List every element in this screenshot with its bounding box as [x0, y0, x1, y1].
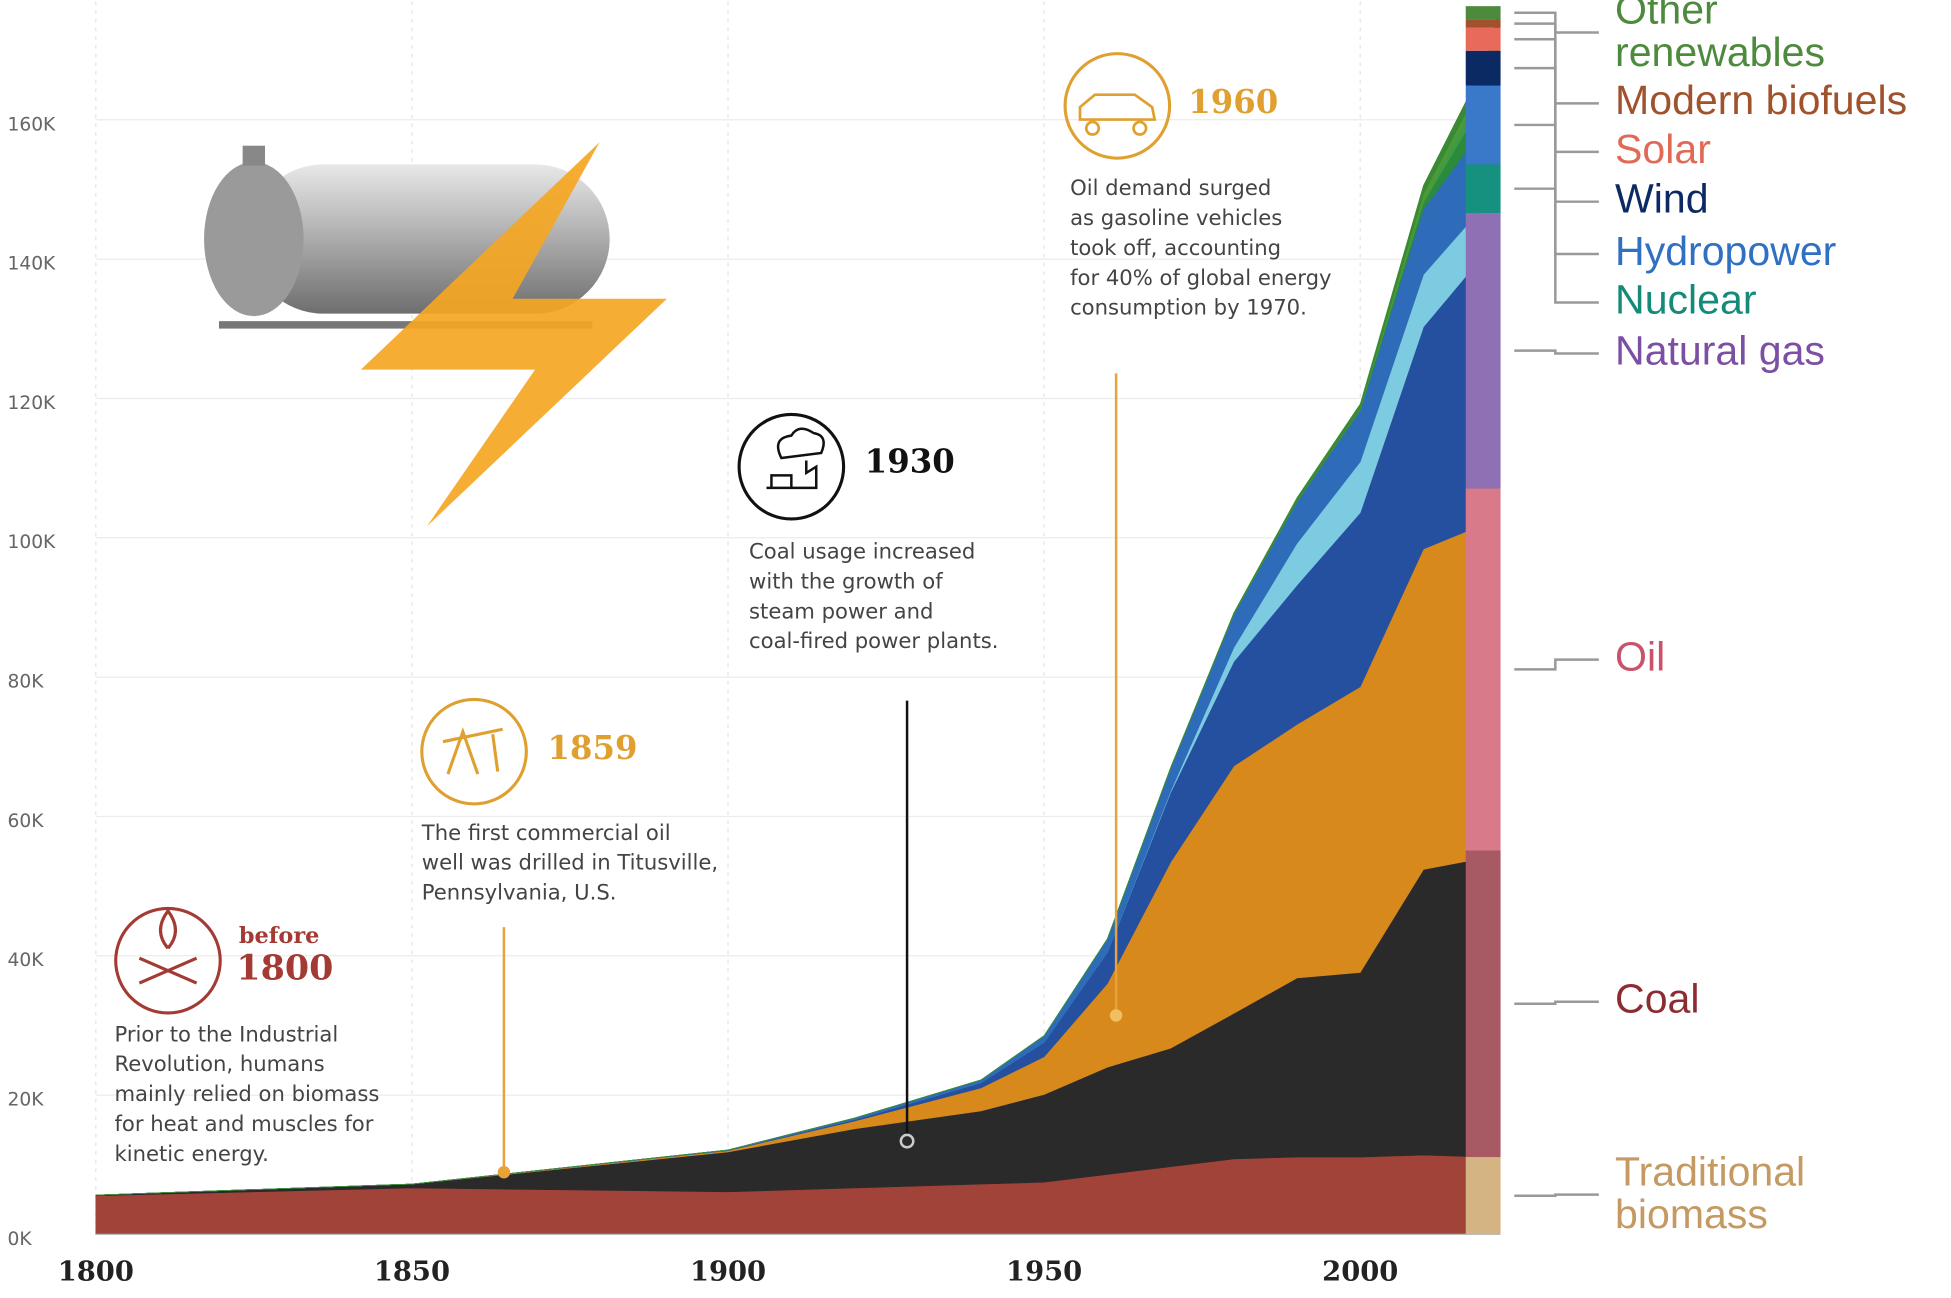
y-tick-label: 140K: [7, 254, 56, 275]
strip-segment: [1465, 27, 1501, 51]
leader-dot: [497, 1165, 511, 1179]
annotation-text: well was drilled in Titusville,: [422, 850, 718, 875]
annotation: 1960 Oil demand surged as gasoline vehicl…: [1063, 52, 1332, 1022]
axes: 0K 20K 40K 60K 80K 100K 120K 140K 160K 1800 1850 19…: [7, 114, 1500, 1287]
legend-connector: [1514, 11, 1599, 34]
strip-segment: [1465, 85, 1501, 165]
legend-connector: [1514, 349, 1599, 355]
legend-label: Oil: [1615, 633, 1665, 679]
annotation-text: for heat and muscles for: [114, 1111, 373, 1136]
oil-pump-icon: [442, 727, 503, 775]
strip-segment: [1465, 6, 1501, 20]
y-tick-label: 120K: [7, 393, 56, 414]
illustration: [204, 141, 667, 527]
annotation-text: for 40% of global energy: [1070, 265, 1331, 290]
grid: [95, 1, 1500, 1236]
annotation-text: Pennsylvania, U.S.: [422, 879, 617, 904]
legend-connector: [1514, 658, 1599, 671]
strip-segment: [1465, 488, 1501, 851]
icon-circle: [737, 412, 846, 521]
icon-circle: [420, 697, 528, 806]
legend-label: Hydropower: [1615, 228, 1836, 274]
strip-segment: [1465, 19, 1501, 28]
legend-label: Other renewables: [1615, 0, 1825, 75]
annotation-year: 1960: [1188, 83, 1278, 121]
y-tick-label: 0K: [7, 1229, 32, 1250]
y-tick-label: 60K: [7, 811, 44, 832]
legend-strip: [1465, 6, 1501, 1235]
x-tick-label: 1950: [1006, 1255, 1082, 1287]
y-tick-label: 100K: [7, 532, 56, 553]
annotation-text: Coal usage increased: [749, 539, 975, 564]
car-icon: [1078, 93, 1157, 136]
icon-circle: [1063, 52, 1172, 160]
annotation-year: 1800: [236, 948, 333, 989]
annotation-text: Revolution, humans: [114, 1051, 324, 1076]
annotation: before 1800 Prior to the Industrial Revol…: [114, 906, 379, 1166]
x-tick-label: 1900: [690, 1255, 766, 1287]
legend-label: Natural gas: [1615, 327, 1825, 373]
x-tick-label: 1800: [58, 1255, 134, 1287]
legend-connector: [1514, 22, 1599, 105]
strip-segment: [1465, 850, 1501, 1158]
tank-end: [204, 161, 304, 317]
legend-label: Wind: [1615, 176, 1709, 222]
y-tick-label: 80K: [7, 672, 44, 693]
legend-label: Modern biofuels: [1615, 77, 1907, 123]
legend: Traditional biomass Coal Oil Natural gas Nucl…: [1514, 0, 1907, 1237]
y-tick-label: 160K: [7, 114, 56, 135]
annotation-text: with the growth of: [749, 568, 943, 593]
annotation-text: consumption by 1970.: [1070, 295, 1307, 320]
annotation-year: 1930: [865, 443, 955, 481]
annotation-year: 1859: [547, 729, 637, 767]
legend-label: Coal: [1615, 976, 1699, 1022]
annotation: 1859 The first commercial oil well was dr…: [420, 697, 718, 1179]
legend-label: Nuclear: [1615, 276, 1756, 322]
lightning-bolt: [360, 141, 667, 527]
annotation-text: kinetic energy.: [114, 1141, 268, 1166]
icon-circle: [114, 906, 222, 1015]
annotation-text: steam power and: [749, 598, 933, 623]
annotation-text: took off, accounting: [1070, 235, 1281, 260]
strip-segment: [1465, 164, 1501, 214]
strip-segment: [1465, 1157, 1501, 1235]
strip-segment: [1465, 50, 1501, 86]
leader-dot: [1109, 1009, 1123, 1022]
annotation-kicker: before: [239, 923, 319, 949]
tank-valve: [242, 145, 266, 166]
x-tick-label: 1850: [374, 1255, 450, 1287]
factory-icon: [766, 427, 825, 490]
annotation-text: coal-fired power plants.: [749, 628, 998, 653]
annotation-text: Prior to the Industrial: [114, 1021, 338, 1046]
annotation: 1930 Coal usage increased with the growth…: [737, 412, 998, 1149]
strip-segment: [1465, 213, 1501, 489]
annotation-text: mainly relied on biomass: [114, 1081, 379, 1106]
legend-connector: [1514, 1000, 1599, 1006]
annotation-text: Oil demand surged: [1070, 175, 1271, 200]
legend-connector: [1514, 1193, 1599, 1197]
x-tick-label: 2000: [1322, 1255, 1398, 1287]
y-tick-label: 20K: [7, 1090, 44, 1111]
legend-label: Traditional biomass: [1615, 1149, 1805, 1237]
y-tick-label: 40K: [7, 950, 44, 971]
annotation-text: The first commercial oil: [421, 820, 671, 845]
leader-dot: [899, 1133, 915, 1149]
fire-icon: [138, 908, 198, 985]
tank-rail: [218, 321, 593, 329]
annotation-text: as gasoline vehicles: [1070, 205, 1282, 230]
legend-label: Solar: [1615, 126, 1711, 172]
